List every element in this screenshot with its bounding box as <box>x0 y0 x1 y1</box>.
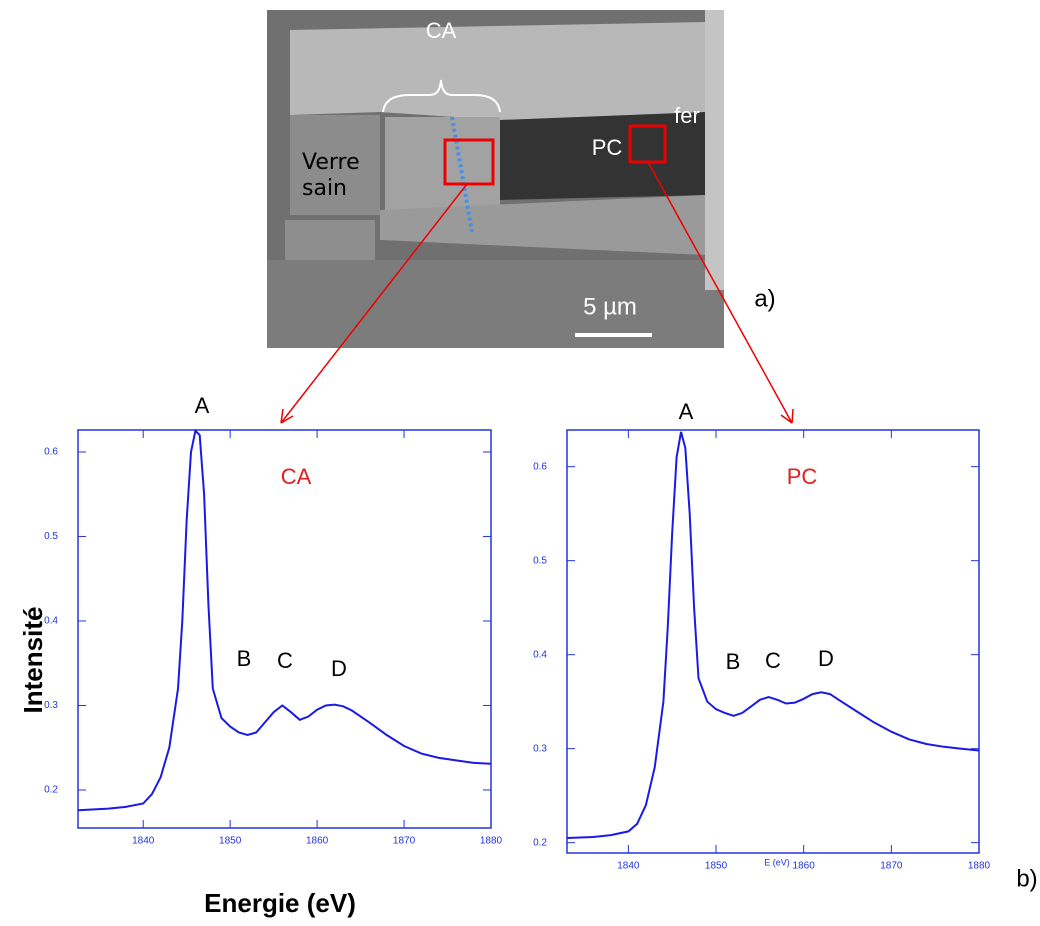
peak-label: C <box>765 648 781 673</box>
y-tick-label: 0.3 <box>44 700 58 711</box>
x-tick-label: 1870 <box>393 836 416 847</box>
plot-frame <box>566 429 980 854</box>
plot-frame <box>77 429 492 829</box>
x-tick-label: 1840 <box>132 836 155 847</box>
arrows <box>280 161 794 424</box>
panel-label: a) <box>754 285 775 312</box>
image-label: PC <box>592 135 623 160</box>
x-tick-label: 1840 <box>617 861 640 872</box>
x-tick-label: 1880 <box>480 836 503 847</box>
x-tick-label: 1880 <box>968 861 991 872</box>
x-axis-label: E (eV) <box>764 857 790 867</box>
x-tick-label: 1860 <box>306 836 329 847</box>
y-tick-label: 0.3 <box>533 743 547 754</box>
x-tick-label: 1870 <box>880 861 903 872</box>
peak-label: A <box>679 399 694 424</box>
y-tick-label: 0.2 <box>44 785 58 796</box>
spectrum-line <box>77 428 492 812</box>
peak-label: D <box>331 656 347 681</box>
peak-label: B <box>237 646 252 671</box>
x-tick-label: 1850 <box>705 861 728 872</box>
y-tick-label: 0.6 <box>533 461 547 472</box>
y-tick-label: 0.6 <box>44 447 58 458</box>
image-label: Verre sain <box>302 150 360 201</box>
y-tick-label: 0.4 <box>44 616 58 627</box>
x-axis-title: Energie (eV) <box>204 888 356 918</box>
y-tick-label: 0.4 <box>533 649 547 660</box>
peak-label: B <box>726 649 741 674</box>
chart-title: CA <box>281 464 312 489</box>
y-axis-title: Intensité <box>18 607 48 714</box>
panel-label: b) <box>1016 865 1037 892</box>
x-tick-label: 1860 <box>793 861 816 872</box>
image-label: fer <box>674 103 700 128</box>
spectrum-line <box>566 431 980 839</box>
y-tick-label: 0.5 <box>44 531 58 542</box>
y-tick-label: 0.2 <box>533 837 547 848</box>
scale-bar-label: 5 µm <box>583 293 637 320</box>
chart-title: PC <box>787 464 818 489</box>
y-tick-label: 0.5 <box>533 555 547 566</box>
peak-label: D <box>818 646 834 671</box>
x-tick-label: 1850 <box>219 836 242 847</box>
sem-image <box>267 10 724 348</box>
image-label: CA <box>426 18 457 43</box>
peak-label: A <box>195 393 210 418</box>
peak-label: C <box>277 648 293 673</box>
